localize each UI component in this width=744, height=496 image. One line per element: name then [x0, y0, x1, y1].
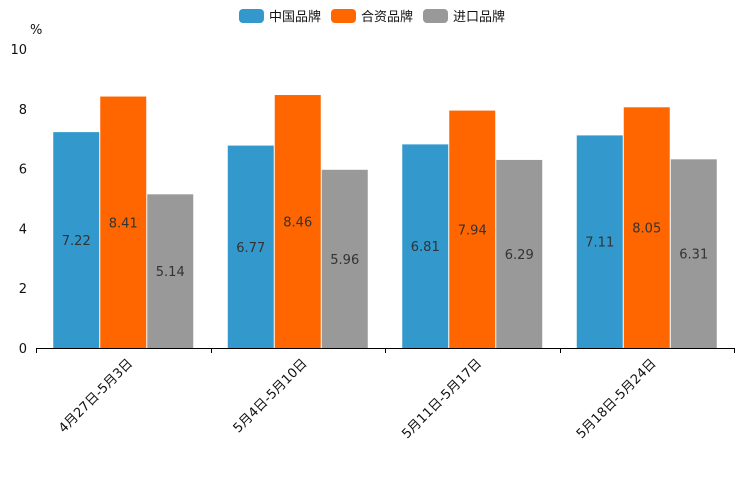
bar: [670, 159, 717, 348]
legend: 中国品牌 合资品牌 进口品牌: [238, 9, 505, 25]
data-label: 8.05: [632, 222, 661, 237]
bar: [449, 110, 496, 349]
y-tick-label: 0: [19, 342, 27, 357]
legend-item: 进口品牌: [423, 9, 505, 25]
y-tick-label: 10: [10, 43, 27, 58]
bar: [623, 107, 670, 349]
data-label: 5.14: [156, 265, 185, 280]
data-label: 6.77: [236, 241, 265, 256]
legend-item: 中国品牌: [238, 9, 321, 25]
legend-swatch: [423, 9, 449, 23]
y-axis-unit-label: %: [30, 23, 42, 38]
data-label: 8.46: [283, 216, 312, 231]
y-tick-label: 4: [19, 222, 27, 237]
bar: [147, 194, 194, 348]
bar: [496, 159, 543, 348]
data-label: 7.94: [458, 223, 487, 238]
x-tick-label: 4月27日-5月3日: [56, 356, 136, 436]
bar: [227, 145, 274, 348]
x-axis: 4月27日-5月3日 5月4日-5月10日 5月11日-5月17日 5月18日-5月2…: [36, 348, 735, 442]
legend-swatch: [238, 9, 264, 23]
legend-swatch: [330, 9, 356, 23]
y-tick-label: 6: [19, 163, 27, 178]
data-label: 6.81: [411, 240, 440, 255]
y-tick-label: 8: [19, 103, 27, 118]
data-label: 6.29: [505, 248, 534, 263]
bar: [274, 95, 321, 349]
x-tick-label: 5月4日-5月10日: [231, 356, 311, 436]
data-label: 7.11: [585, 236, 614, 251]
bar: [100, 96, 147, 348]
data-labels: 7.22 8.41 5.14 6.77 8.46 5.96 6.81 7.94 6.29 7.11…: [62, 216, 708, 281]
y-axis-ticks: 0 2 4 6 8 10: [10, 43, 27, 357]
legend-label: 进口品牌: [453, 9, 505, 25]
data-label: 6.31: [679, 248, 708, 263]
x-tick-label: 5月18日-5月24日: [574, 356, 660, 442]
x-tick-label: 5月11日-5月17日: [399, 356, 485, 442]
bars: [53, 95, 717, 349]
bar: [321, 169, 368, 348]
data-label: 5.96: [330, 253, 359, 268]
bar: [53, 132, 100, 348]
bar: [402, 144, 449, 348]
data-label: 8.41: [109, 216, 138, 231]
legend-label: 中国品牌: [269, 9, 321, 25]
legend-label: 合资品牌: [361, 9, 413, 25]
bar: [576, 135, 623, 348]
legend-item: 合资品牌: [330, 9, 413, 25]
y-tick-label: 2: [19, 282, 27, 297]
data-label: 7.22: [62, 234, 91, 249]
